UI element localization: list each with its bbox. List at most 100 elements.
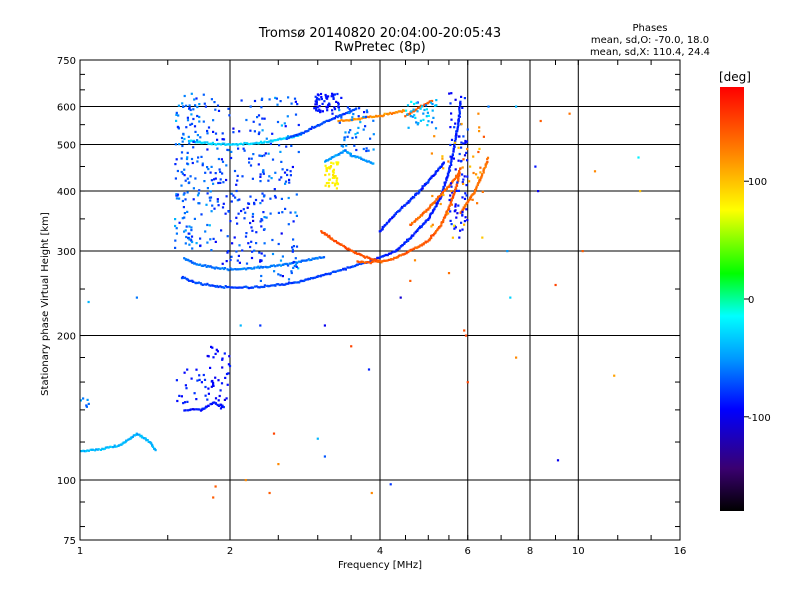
data-point <box>232 194 235 197</box>
data-point <box>268 140 271 143</box>
data-point <box>191 247 194 250</box>
data-point <box>212 130 215 133</box>
data-point <box>472 155 475 158</box>
data-point <box>458 108 461 111</box>
data-point <box>181 144 184 148</box>
data-point <box>461 106 464 109</box>
data-point <box>372 148 375 151</box>
data-point <box>422 242 425 245</box>
data-point <box>318 108 321 111</box>
data-point <box>340 116 343 119</box>
data-point <box>174 246 177 249</box>
data-point <box>448 165 452 168</box>
data-point <box>193 98 196 101</box>
data-point <box>449 143 452 147</box>
data-point <box>379 229 382 233</box>
data-point <box>95 448 98 451</box>
data-point <box>410 110 413 113</box>
data-point <box>250 267 253 270</box>
data-point <box>468 180 471 183</box>
data-point <box>334 182 337 185</box>
data-point <box>455 189 458 192</box>
data-point <box>187 135 190 138</box>
data-point <box>228 143 232 146</box>
data-point <box>450 138 454 141</box>
data-point <box>214 285 217 288</box>
data-point <box>185 104 188 107</box>
data-point <box>331 170 335 173</box>
data-point <box>441 191 445 194</box>
data-point <box>401 243 404 247</box>
data-point <box>412 234 415 237</box>
data-point <box>409 223 413 226</box>
data-point <box>411 197 414 200</box>
data-point <box>192 198 195 201</box>
data-point <box>262 172 265 175</box>
data-point <box>174 177 177 180</box>
data-point <box>442 220 445 223</box>
data-point <box>244 479 247 482</box>
data-point <box>350 249 354 252</box>
data-point <box>258 123 261 126</box>
data-point <box>337 101 340 104</box>
data-point <box>261 97 264 100</box>
data-point <box>369 260 372 263</box>
data-point <box>457 177 460 180</box>
data-point <box>449 202 452 205</box>
data-point <box>203 180 206 183</box>
data-point <box>343 139 346 142</box>
data-point <box>242 143 245 146</box>
data-point <box>252 142 255 145</box>
data-point <box>174 218 177 221</box>
data-point <box>338 243 341 246</box>
data-point <box>194 104 197 107</box>
data-point <box>241 286 244 289</box>
data-point <box>334 175 337 178</box>
data-point <box>318 256 321 259</box>
data-point <box>195 97 198 100</box>
data-point <box>460 122 463 126</box>
data-point <box>297 133 300 136</box>
data-point <box>274 284 277 287</box>
data-point <box>278 178 281 181</box>
data-point <box>366 160 369 163</box>
data-point <box>282 263 285 266</box>
data-point <box>294 211 297 214</box>
data-point <box>284 125 287 128</box>
data-point <box>436 228 439 231</box>
data-point <box>136 433 139 436</box>
data-point <box>392 258 395 261</box>
data-point <box>463 97 466 100</box>
stats-heading: Phases <box>632 23 668 34</box>
data-point <box>319 92 323 96</box>
data-point <box>331 112 334 115</box>
data-point <box>213 401 216 404</box>
data-point <box>409 115 412 118</box>
data-point <box>277 463 280 466</box>
data-point <box>221 142 224 145</box>
data-point <box>199 237 202 240</box>
data-point <box>221 286 224 289</box>
data-point <box>205 203 208 206</box>
data-point <box>181 217 184 220</box>
data-point <box>454 137 457 141</box>
data-point <box>290 270 293 273</box>
data-point <box>181 275 184 279</box>
data-point <box>338 120 341 123</box>
data-point <box>409 199 412 202</box>
data-point <box>266 141 269 144</box>
data-point <box>190 226 193 229</box>
data-point <box>434 104 437 107</box>
data-point <box>247 287 250 290</box>
data-point <box>206 354 209 358</box>
data-point <box>350 118 353 121</box>
data-point <box>335 187 338 190</box>
data-point <box>188 260 191 263</box>
data-point <box>176 125 179 128</box>
data-point <box>367 116 370 119</box>
data-point <box>329 166 332 169</box>
data-point <box>347 266 350 269</box>
data-point <box>456 181 459 184</box>
data-point <box>411 195 414 199</box>
